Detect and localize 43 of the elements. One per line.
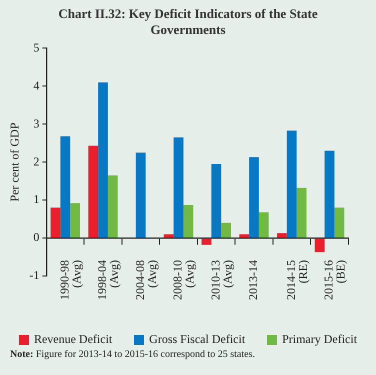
x-tick-label: 2014-15 (RE) — [284, 260, 310, 300]
bar — [174, 137, 184, 238]
bar — [324, 150, 334, 238]
legend-label: Primary Deficit — [282, 332, 358, 347]
bar — [221, 222, 231, 238]
legend-label: Revenue Deficit — [34, 332, 112, 347]
bar — [98, 82, 108, 238]
bar — [211, 164, 222, 238]
bar — [164, 234, 174, 238]
bar — [60, 136, 70, 238]
bar — [296, 188, 306, 238]
bar — [249, 157, 259, 238]
y-tick-label: 5 — [33, 40, 40, 54]
bar — [70, 203, 80, 238]
bar — [50, 208, 60, 238]
y-tick-label: 4 — [33, 78, 40, 92]
bar — [286, 130, 297, 238]
y-axis-title: Per cent of GDP — [7, 122, 22, 202]
bar — [277, 233, 287, 238]
y-tick-label: 1 — [33, 192, 40, 206]
bar — [183, 205, 194, 238]
bar — [258, 212, 269, 238]
bar — [314, 238, 325, 252]
y-tick-label: 3 — [33, 116, 40, 130]
y-tick-label: 0 — [33, 230, 40, 244]
chart-title: Chart II.32: Key Deficit Indicators of the State Governments — [57, 6, 319, 38]
bar — [334, 208, 344, 238]
y-tick-label: -1 — [29, 268, 40, 282]
y-tick-label: 2 — [33, 154, 40, 168]
x-tick-label: 1998-04 (Avg) — [95, 260, 122, 300]
bar — [136, 152, 146, 238]
x-tick-label: 2013-14 — [246, 260, 260, 300]
bar — [88, 146, 98, 238]
x-tick-label: 1990-98 (Avg) — [57, 260, 84, 300]
legend-label: Gross Fiscal Deficit — [149, 332, 246, 347]
x-tick-label: 2008-10 (Avg) — [170, 260, 197, 300]
x-tick-label: 2010-13 (Avg) — [208, 260, 234, 300]
x-tick-label: 2004-08 (Avg) — [132, 260, 159, 300]
bar — [108, 175, 118, 238]
bar — [239, 234, 250, 238]
bar — [202, 238, 212, 245]
x-tick-label: 2015-16 (BE) — [322, 260, 348, 300]
text: Note: Figure for 2013-14 to 2015-16 correspond to 25 states. — [10, 349, 255, 360]
